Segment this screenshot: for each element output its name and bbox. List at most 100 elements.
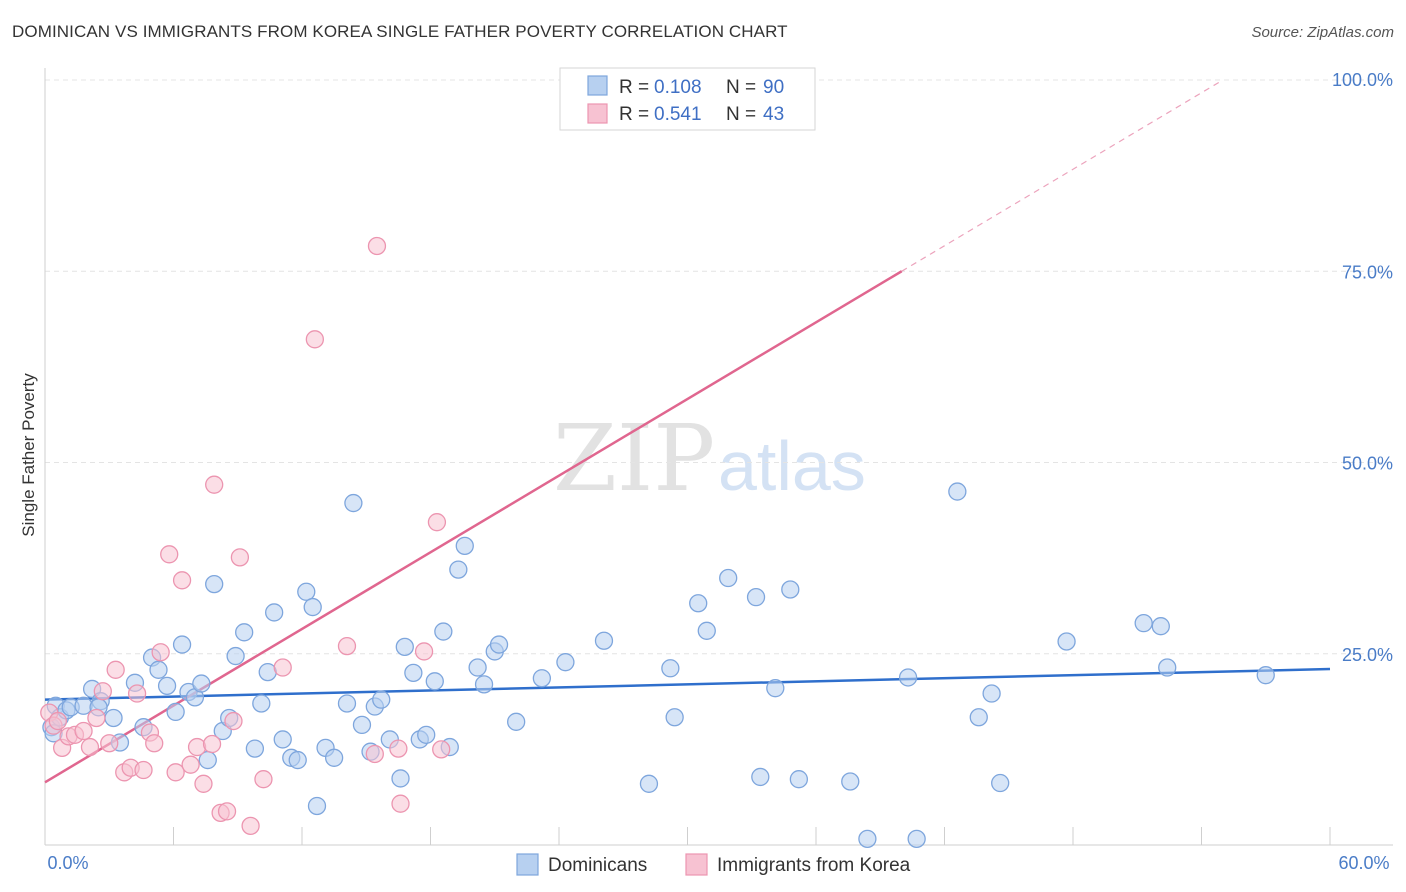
y-tick-label-50: 50.0%	[1342, 454, 1393, 474]
legend-n-label-2: N =	[726, 104, 756, 125]
point-dominicans-35	[297, 582, 316, 601]
point-korea-35	[337, 636, 357, 656]
point-dominicans-27	[235, 623, 254, 642]
point-dominicans-18	[172, 635, 192, 654]
point-korea-8	[87, 708, 106, 728]
point-korea-36	[365, 744, 384, 764]
point-dominicans-87	[1158, 658, 1177, 677]
point-dominicans-31	[265, 603, 284, 622]
point-korea-24	[194, 774, 213, 793]
point-dominicans-26	[226, 646, 245, 666]
point-dominicans-28	[245, 739, 265, 758]
point-korea-15	[134, 760, 153, 780]
point-korea-6	[74, 721, 93, 741]
y-tick-label-25: 25.0%	[1342, 645, 1393, 665]
point-dominicans-21	[192, 674, 211, 693]
y-tick-label-75: 75.0%	[1342, 262, 1393, 282]
point-korea-38	[389, 739, 408, 758]
point-korea-21	[172, 571, 192, 590]
point-dominicans-74	[781, 580, 800, 599]
point-dominicans-36	[303, 597, 322, 617]
legend-swatch-dominicans	[587, 75, 608, 96]
watermark-atlas: atlas	[718, 427, 866, 505]
point-korea-40	[414, 642, 434, 661]
point-dominicans-86	[1151, 617, 1170, 636]
point-korea-11	[106, 660, 125, 679]
point-korea-18	[151, 643, 170, 662]
series-label-dominicans: Dominicans	[548, 855, 647, 876]
x-tick-label-max: 60.0%	[1338, 853, 1389, 873]
point-dominicans-47	[391, 769, 410, 788]
point-dominicans-6	[74, 696, 93, 715]
point-dominicans-32	[273, 730, 292, 749]
y-axis-label: Single Father Poverty	[19, 373, 38, 537]
point-dominicans-49	[404, 663, 423, 683]
point-dominicans-61	[507, 712, 526, 731]
legend-n-value-2: 43	[763, 104, 784, 125]
point-dominicans-71	[746, 587, 766, 607]
legend-r-value-2: 0.541	[654, 104, 702, 125]
point-dominicans-67	[665, 708, 684, 727]
point-korea-41	[427, 513, 447, 532]
point-korea-29	[224, 711, 243, 731]
point-korea-33	[273, 658, 292, 677]
point-korea-32	[254, 770, 273, 789]
point-dominicans-69	[697, 621, 716, 640]
point-korea-34	[305, 330, 325, 349]
point-dominicans-15	[149, 660, 168, 679]
point-dominicans-75	[789, 770, 809, 789]
point-korea-37	[367, 236, 387, 256]
point-korea-28	[217, 802, 237, 821]
point-dominicans-65	[639, 774, 659, 793]
point-dominicans-56	[455, 536, 474, 556]
point-dominicans-79	[907, 829, 926, 849]
point-dominicans-53	[434, 622, 453, 641]
point-korea-14	[127, 684, 147, 703]
point-dominicans-17	[166, 702, 185, 722]
point-korea-39	[391, 794, 410, 813]
point-dominicans-68	[689, 594, 708, 613]
point-dominicans-42	[352, 715, 372, 735]
watermark-zip: ZIP	[553, 405, 715, 512]
point-korea-31	[241, 816, 260, 836]
point-dominicans-10	[104, 708, 123, 728]
series-swatch-korea	[685, 853, 708, 876]
x-tick-label-min: 0.0%	[47, 853, 88, 873]
point-dominicans-78	[898, 668, 918, 687]
correlation-legend: R = 0.108 N = 90 R = 0.541 N = 43	[559, 67, 816, 131]
point-dominicans-85	[1134, 614, 1153, 633]
point-dominicans-64	[594, 631, 614, 650]
point-dominicans-29	[252, 694, 271, 713]
point-dominicans-63	[556, 653, 575, 672]
point-dominicans-72	[751, 767, 770, 787]
data-points	[40, 70, 1275, 849]
chart-source: Source: ZipAtlas.com	[1251, 24, 1394, 41]
point-dominicans-48	[395, 637, 414, 657]
point-dominicans-82	[982, 684, 1001, 703]
point-dominicans-34	[288, 750, 307, 770]
series-legend: Dominicans Immigrants from Korea	[516, 853, 911, 876]
point-dominicans-51	[417, 725, 436, 744]
grid-lines	[45, 79, 1395, 655]
point-korea-17	[145, 734, 164, 753]
series-label-korea: Immigrants from Korea	[717, 855, 911, 876]
legend-n-value-1: 90	[763, 77, 784, 98]
point-korea-22	[181, 755, 200, 774]
point-dominicans-73	[766, 679, 785, 698]
legend-r-value-1: 0.108	[654, 77, 702, 98]
point-dominicans-39	[324, 748, 344, 767]
point-dominicans-83	[991, 773, 1010, 793]
point-dominicans-77	[858, 829, 877, 849]
trend-line-dominicans	[44, 667, 1331, 701]
point-dominicans-62	[532, 669, 552, 688]
point-dominicans-81	[969, 708, 988, 727]
point-korea-26	[205, 475, 224, 494]
point-korea-7	[80, 737, 100, 757]
point-dominicans-60	[489, 635, 509, 654]
trend-line-korea-extension	[901, 79, 1224, 272]
point-korea-30	[230, 548, 250, 567]
point-korea-20	[166, 763, 185, 782]
point-dominicans-45	[372, 690, 391, 709]
point-dominicans-52	[425, 672, 444, 691]
